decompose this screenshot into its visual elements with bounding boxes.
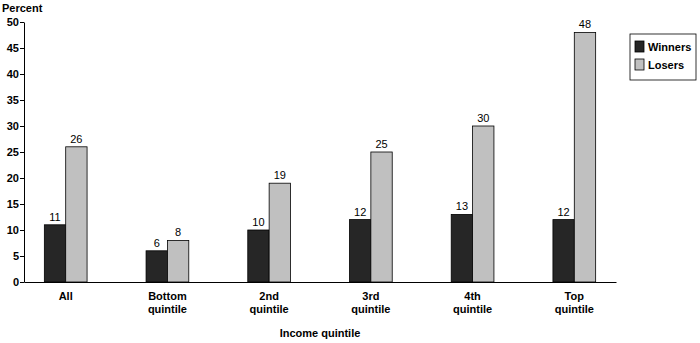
bar: [553, 220, 574, 282]
y-tick-mark: [20, 178, 24, 179]
legend-label: Winners: [648, 41, 691, 53]
y-tick-label: 25: [7, 146, 19, 158]
y-tick-mark: [20, 48, 24, 49]
y-tick: 40: [7, 68, 24, 80]
y-tick-mark: [20, 204, 24, 205]
x-tick: 3rdquintile: [351, 282, 390, 315]
bars: [44, 32, 595, 282]
x-tick-label: Bottomquintile: [148, 290, 187, 315]
y-tick-mark: [20, 230, 24, 231]
x-tick-label: Topquintile: [555, 290, 594, 315]
y-tick-label: 40: [7, 68, 19, 80]
y-tick-mark: [20, 22, 24, 23]
y-tick-mark: [20, 152, 24, 153]
y-axis: 0 5 10 15 20 25 30 35 40 45 50: [7, 16, 25, 288]
x-axis-line: [25, 282, 617, 283]
data-label: 48: [579, 18, 591, 30]
data-label: 11: [49, 211, 60, 223]
bar: [371, 152, 392, 282]
chart: 11 6 10 12 13 12 26 8 19 25 30 48 0 5 10 15 20 25 30 35 40 45…: [0, 0, 700, 343]
data-labels: 11 6 10 12 13 12 26 8 19 25 30 48: [49, 18, 591, 248]
y-tick: 5: [13, 250, 24, 262]
y-tick-mark: [20, 126, 24, 127]
x-tick: All: [59, 282, 73, 302]
x-axis: All Bottomquintile 2ndquintile 3rdquintile 4…: [25, 282, 617, 315]
y-tick: 10: [7, 224, 24, 236]
x-tick: 2ndquintile: [250, 282, 289, 315]
data-label: 12: [354, 206, 366, 218]
y-tick: 0: [13, 276, 24, 288]
bar: [574, 32, 595, 282]
bar: [451, 214, 472, 282]
x-tick: Topquintile: [555, 282, 594, 315]
legend-item: Losers: [635, 59, 684, 71]
y-tick: 50: [7, 16, 24, 28]
y-tick-label: 0: [13, 276, 19, 288]
data-label: 25: [375, 138, 387, 150]
x-tick-label: All: [59, 290, 73, 302]
plot: 11 6 10 12 13 12 26 8 19 25 30 48 0 5 10 15 20 25 30 35 40 45…: [7, 16, 617, 315]
y-axis-line: [24, 23, 25, 283]
x-tick: 4thquintile: [453, 282, 492, 315]
bar: [44, 225, 65, 282]
legend: Winners Losers: [630, 34, 696, 80]
y-tick-mark: [20, 256, 24, 257]
data-label: 19: [274, 169, 286, 181]
legend-item: Winners: [635, 41, 691, 53]
legend-swatch: [635, 59, 644, 70]
data-label: 8: [175, 226, 181, 238]
data-label: 12: [557, 206, 569, 218]
data-label: 30: [477, 112, 489, 124]
y-tick: 15: [7, 198, 24, 210]
y-tick-label: 35: [7, 94, 19, 106]
x-tick-label: 3rdquintile: [351, 290, 390, 315]
y-tick: 45: [7, 42, 24, 54]
data-label: 6: [154, 237, 160, 249]
data-label: 26: [70, 133, 82, 145]
y-tick-label: 20: [7, 172, 19, 184]
y-tick-mark: [20, 282, 24, 283]
y-tick: 30: [7, 120, 24, 132]
x-axis-title: Income quintile: [280, 327, 361, 339]
y-tick-label: 30: [7, 120, 19, 132]
data-label: 13: [456, 200, 468, 212]
y-axis-title: Percent: [2, 2, 43, 14]
bar: [473, 126, 494, 282]
y-tick: 25: [7, 146, 24, 158]
bar: [248, 230, 269, 282]
data-label: 10: [252, 216, 264, 228]
x-tick-label: 2ndquintile: [250, 290, 289, 315]
y-tick-mark: [20, 74, 24, 75]
bar: [146, 251, 167, 282]
y-tick: 20: [7, 172, 24, 184]
legend-label: Losers: [648, 59, 684, 71]
y-tick-label: 15: [7, 198, 19, 210]
y-tick: 35: [7, 94, 24, 106]
y-tick-label: 5: [13, 250, 19, 262]
legend-swatch: [635, 41, 644, 52]
x-tick-label: 4thquintile: [453, 290, 492, 315]
y-tick-label: 45: [7, 42, 19, 54]
y-tick-label: 50: [7, 16, 19, 28]
bar: [349, 220, 370, 282]
x-tick: Bottomquintile: [148, 282, 187, 315]
bar: [167, 240, 188, 282]
y-tick-label: 10: [7, 224, 19, 236]
y-tick-mark: [20, 100, 24, 101]
bar: [269, 183, 290, 282]
legend-box: [630, 34, 696, 80]
bar: [66, 147, 87, 282]
